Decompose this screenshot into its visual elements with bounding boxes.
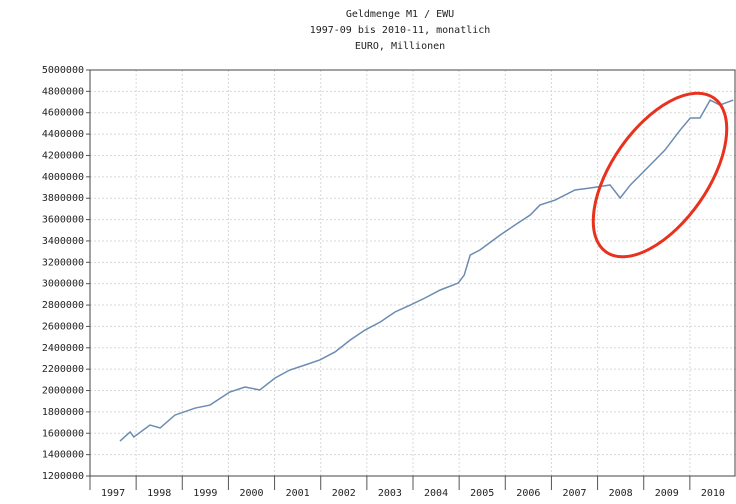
x-tick-label: 2008 [609,488,633,499]
y-tick-label: 4400000 [42,129,84,140]
y-tick-label: 3200000 [42,257,84,268]
y-tick-label: 2000000 [42,386,84,397]
x-tick-label: 1999 [193,488,217,499]
y-tick-label: 4600000 [42,108,84,119]
y-tick-label: 2200000 [42,364,84,375]
x-tick-label: 2001 [286,488,310,499]
data-line [119,99,734,442]
y-tick-label: 3000000 [42,279,84,290]
x-tick-label: 2006 [516,488,540,499]
y-tick-label: 2600000 [42,321,84,332]
y-tick-label: 4000000 [42,172,84,183]
y-tick-label: 1800000 [42,407,84,418]
y-tick-label: 4800000 [42,86,84,97]
chart-subtitle: 1997-09 bis 2010-11, monatlich [310,25,491,36]
y-tick-label: 2400000 [42,343,84,354]
x-tick-label: 2002 [332,488,356,499]
x-tick-label: 1997 [101,488,125,499]
y-tick-label: 4200000 [42,150,84,161]
y-tick-label: 1600000 [42,428,84,439]
x-tick-label: 1998 [147,488,171,499]
chart-title: Geldmenge M1 / EWU [346,9,454,20]
x-tick-label: 2004 [424,488,448,499]
x-tick-label: 2010 [701,488,725,499]
plot-frame [89,69,736,477]
y-tick-label: 5000000 [42,65,84,76]
y-tick-label: 3400000 [42,236,84,247]
x-tick-label: 2005 [470,488,494,499]
y-tick-label: 3600000 [42,215,84,226]
y-tick-label: 2800000 [42,300,84,311]
x-tick-label: 2000 [239,488,263,499]
y-tick-label: 1200000 [42,471,84,482]
x-tick-label: 2009 [655,488,679,499]
y-axis-label: EURO, Millionen [355,41,445,52]
y-tick-label: 3800000 [42,193,84,204]
x-tick-label: 2007 [562,488,586,499]
highlight-ellipse [591,91,729,259]
y-tick-label: 1400000 [42,450,84,461]
x-tick-label: 2003 [378,488,402,499]
